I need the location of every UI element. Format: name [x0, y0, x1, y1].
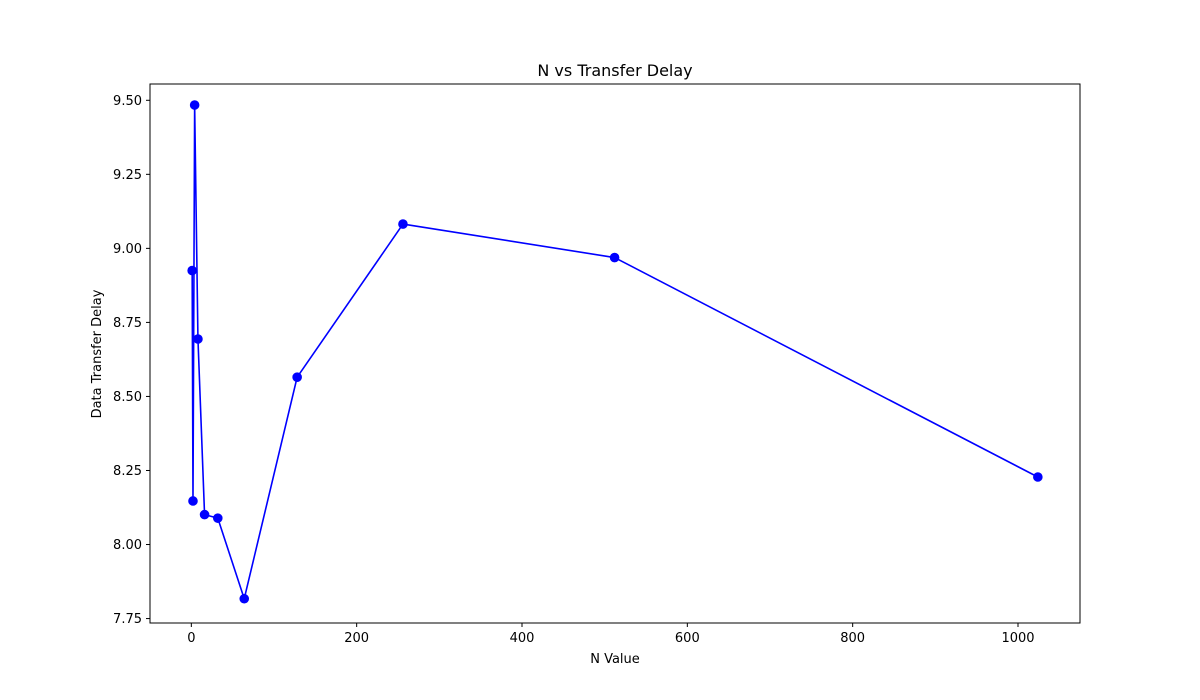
- y-tick-label: 8.75: [113, 316, 142, 331]
- data-point: [188, 496, 198, 506]
- data-point: [189, 100, 200, 110]
- y-tick-label: 9.50: [113, 94, 142, 109]
- y-tick-label: 8.00: [113, 538, 142, 553]
- y-tick-label: 9.25: [113, 168, 142, 183]
- x-tick-label: 400: [510, 631, 535, 646]
- y-tick-label: 8.25: [113, 464, 142, 479]
- data-point: [398, 219, 408, 229]
- x-axis-label: N Value: [590, 652, 640, 667]
- x-tick-label: 200: [344, 631, 369, 646]
- x-tick-label: 800: [840, 631, 865, 646]
- data-point: [193, 334, 203, 344]
- x-tick-label: 1000: [1001, 631, 1034, 646]
- y-axis: 7.75 8.00 8.25 8.50 8.75 9.00 9.25 9.50: [113, 94, 150, 627]
- data-point: [1033, 472, 1043, 482]
- x-tick-label: 600: [675, 631, 700, 646]
- data-point: [187, 265, 197, 276]
- y-axis-label: Data Transfer Delay: [90, 289, 105, 418]
- plot-area: [187, 100, 1043, 604]
- chart-title: N vs Transfer Delay: [537, 61, 692, 80]
- data-point: [212, 513, 223, 523]
- y-tick-label: 9.00: [113, 242, 142, 257]
- y-tick-label: 8.50: [113, 390, 142, 405]
- data-point: [199, 509, 210, 520]
- y-tick-label: 7.75: [113, 612, 142, 627]
- data-point: [609, 252, 620, 263]
- series-line: [191, 104, 1039, 600]
- x-tick-label: 0: [187, 631, 195, 646]
- x-axis: 0 200 400 600 800 1000: [187, 623, 1035, 646]
- data-point: [239, 593, 250, 604]
- data-point: [292, 372, 302, 382]
- axes-frame: [149, 83, 1081, 624]
